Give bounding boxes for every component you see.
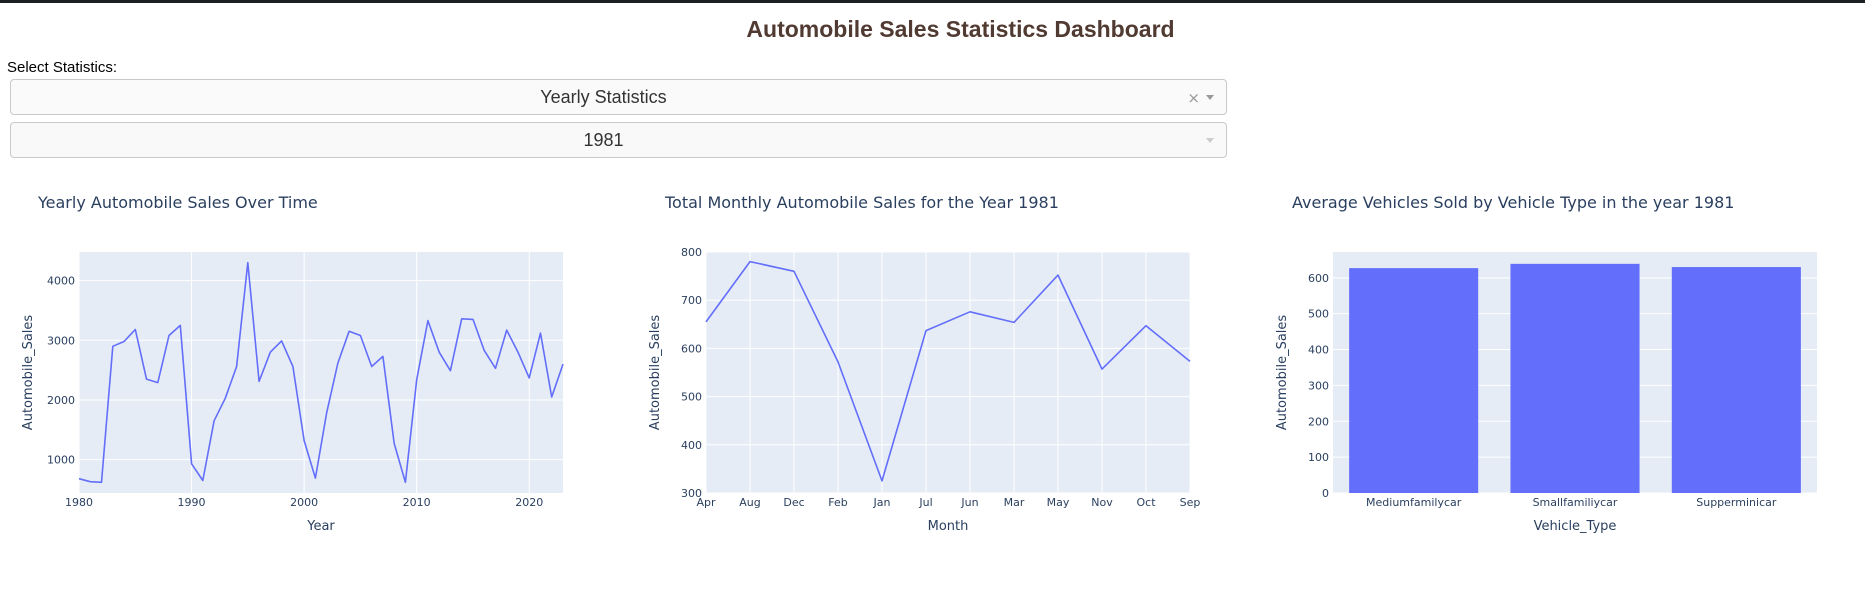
clear-icon[interactable]: ×: [1187, 89, 1200, 107]
y-tick-label: 100: [1308, 451, 1329, 464]
x-tick-label: Feb: [828, 496, 847, 509]
vehicle-type-svg: Average Vehicles Sold by Vehicle Type in…: [1275, 193, 1817, 534]
y-tick-label: 1000: [47, 454, 75, 467]
monthly-sales-svg: Total Monthly Automobile Sales for the Y…: [648, 193, 1201, 534]
x-tick-label: Smallfamiliycar: [1533, 496, 1618, 509]
x-tick-label: Nov: [1091, 496, 1113, 509]
y-tick-label: 4000: [47, 275, 75, 288]
bar: [1510, 263, 1640, 493]
x-tick-label: Jul: [918, 496, 932, 509]
x-axis-title: Year: [306, 519, 335, 534]
chevron-down-icon[interactable]: [1206, 95, 1214, 100]
chart-title: Yearly Automobile Sales Over Time: [37, 193, 318, 212]
chevron-down-icon[interactable]: [1206, 138, 1214, 143]
x-tick-label: Dec: [783, 496, 804, 509]
y-axis-title: Automobile_Sales: [648, 315, 663, 431]
dashboard-title: Automobile Sales Statistics Dashboard: [746, 16, 1175, 42]
y-tick-label: 3000: [47, 334, 75, 347]
x-tick-label: Sep: [1180, 496, 1201, 509]
y-axis-title: Automobile_Sales: [1275, 315, 1290, 431]
chart-title: Total Monthly Automobile Sales for the Y…: [664, 193, 1059, 212]
x-tick-label: 2010: [403, 496, 431, 509]
bar: [1671, 267, 1801, 493]
series-line: [78, 261, 564, 484]
year-dropdown[interactable]: 1981: [10, 122, 1227, 158]
yearly-sales-svg: Yearly Automobile Sales Over Time Year Aut…: [21, 193, 564, 534]
y-tick-label: 500: [1308, 308, 1329, 321]
x-tick-label: 2020: [515, 496, 543, 509]
x-tick-label: Mediumfamilycar: [1366, 496, 1462, 509]
x-tick-label: 2000: [290, 496, 318, 509]
monthly-sales-chart: Total Monthly Automobile Sales for the Y…: [627, 180, 1254, 560]
y-tick-label: 500: [681, 391, 702, 404]
y-tick-label: 400: [681, 439, 702, 452]
y-tick-label: 2000: [47, 394, 75, 407]
x-tick-label: Jan: [873, 496, 891, 509]
y-tick-label: 0: [1322, 487, 1329, 500]
year-dropdown-value: 1981: [583, 130, 624, 150]
x-axis-title: Month: [928, 519, 969, 534]
y-tick-label: 600: [681, 342, 702, 355]
y-tick-label: 200: [1308, 415, 1329, 428]
plot-area: [79, 252, 563, 493]
statistics-dropdown[interactable]: Yearly Statistics ×: [10, 79, 1227, 115]
y-tick-label: 400: [1308, 344, 1329, 357]
select-statistics-label: Select Statistics:: [7, 59, 118, 76]
top-bar: [0, 0, 1865, 3]
y-tick-label: 700: [681, 294, 702, 307]
y-tick-label: 600: [1308, 272, 1329, 285]
y-tick-label: 800: [681, 246, 702, 259]
y-tick-label: 300: [1308, 379, 1329, 392]
x-tick-label: 1980: [65, 496, 93, 509]
statistics-dropdown-value: Yearly Statistics: [540, 87, 667, 107]
x-tick-label: Aug: [739, 496, 760, 509]
bar: [1349, 268, 1479, 493]
x-tick-label: Supperminicar: [1696, 496, 1777, 509]
plot-area: [706, 252, 1190, 493]
vehicle-type-chart: Average Vehicles Sold by Vehicle Type in…: [1254, 180, 1865, 560]
x-tick-label: 1990: [178, 496, 206, 509]
series-line: [705, 260, 1191, 482]
y-axis-title: Automobile_Sales: [21, 315, 36, 431]
x-tick-label: May: [1047, 496, 1070, 509]
x-tick-label: Mar: [1004, 496, 1025, 509]
x-tick-label: Apr: [696, 496, 716, 509]
y-tick-label: 300: [681, 487, 702, 500]
x-axis-title: Vehicle_Type: [1534, 519, 1617, 534]
chart-title: Average Vehicles Sold by Vehicle Type in…: [1292, 193, 1734, 212]
x-tick-label: Jun: [960, 496, 978, 509]
yearly-sales-chart: Yearly Automobile Sales Over Time Year Aut…: [0, 180, 627, 560]
x-tick-label: Oct: [1136, 496, 1156, 509]
